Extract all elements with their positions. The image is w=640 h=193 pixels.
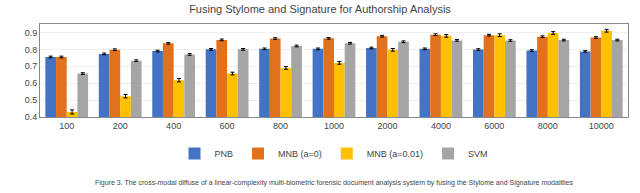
svg-text:0.4: 0.4: [25, 112, 38, 122]
svg-text:400: 400: [166, 121, 181, 131]
svg-text:2000: 2000: [377, 121, 397, 131]
svg-text:MNB (a=0.01): MNB (a=0.01): [367, 149, 423, 159]
svg-text:Fusing Stylome and Signature f: Fusing Stylome and Signature for Authors…: [189, 3, 451, 15]
svg-text:800: 800: [273, 121, 288, 131]
svg-text:200: 200: [113, 121, 128, 131]
svg-text:4000: 4000: [431, 121, 451, 131]
svg-text:6000: 6000: [484, 121, 504, 131]
svg-text:1000: 1000: [324, 121, 344, 131]
svg-text:MNB (a=0): MNB (a=0): [278, 149, 322, 159]
svg-text:100: 100: [59, 121, 74, 131]
svg-text:SVM: SVM: [468, 149, 488, 159]
svg-text:8000: 8000: [538, 121, 558, 131]
svg-text:0.8: 0.8: [25, 45, 38, 55]
svg-text:0.5: 0.5: [25, 95, 38, 105]
svg-text:10000: 10000: [589, 121, 614, 131]
svg-text:0.9: 0.9: [25, 28, 38, 38]
svg-text:PNB: PNB: [215, 149, 234, 159]
svg-text:0.6: 0.6: [25, 78, 38, 88]
svg-text:Figure 3. The cross-modal diff: Figure 3. The cross-modal diffuse of a l…: [95, 179, 573, 187]
svg-text:0.7: 0.7: [25, 61, 38, 71]
svg-text:600: 600: [220, 121, 235, 131]
